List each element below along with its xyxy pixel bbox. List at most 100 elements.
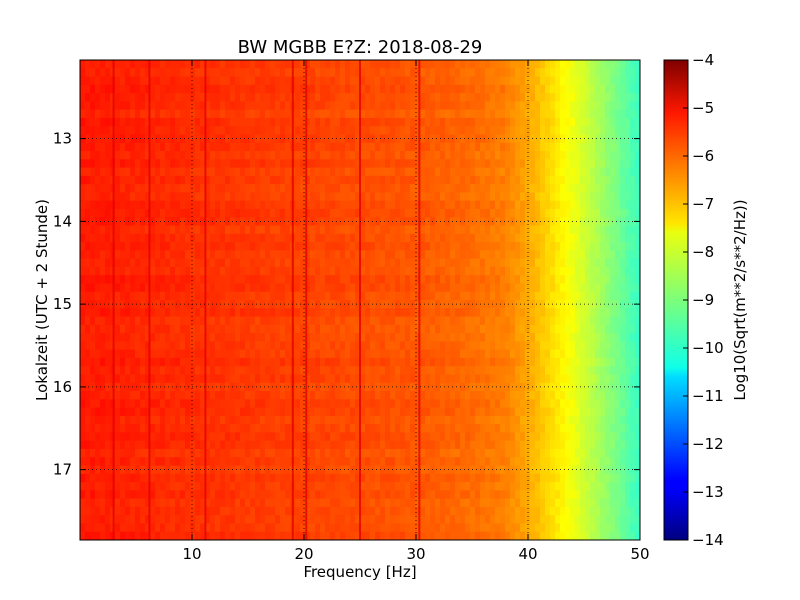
- heatmap-cell: [140, 151, 146, 160]
- heatmap-cell: [210, 250, 216, 260]
- heatmap-cell: [425, 142, 431, 152]
- heatmap-cell: [550, 225, 556, 235]
- heatmap-cell: [260, 68, 266, 77]
- heatmap-cell: [475, 399, 481, 408]
- heatmap-cell: [200, 60, 206, 69]
- heatmap-cell: [155, 233, 161, 243]
- heatmap-cell: [215, 349, 221, 359]
- heatmap-cell: [245, 291, 251, 301]
- heatmap-cell: [485, 382, 491, 392]
- heatmap-cell: [135, 333, 141, 342]
- heatmap-cell: [295, 266, 301, 276]
- heatmap-cell: [235, 101, 241, 111]
- heatmap-cell: [510, 415, 516, 425]
- heatmap-cell: [490, 357, 496, 367]
- heatmap-cell: [275, 374, 281, 384]
- heatmap-cell: [555, 391, 561, 400]
- heatmap-cell: [560, 151, 566, 160]
- heatmap-cell: [265, 76, 271, 86]
- heatmap-cell: [470, 93, 476, 102]
- heatmap-cell: [135, 424, 141, 433]
- heatmap-cell: [415, 250, 421, 260]
- heatmap-cell: [570, 109, 576, 119]
- heatmap-cell: [530, 250, 536, 260]
- heatmap-cell: [235, 192, 241, 202]
- heatmap-cell: [355, 68, 361, 77]
- heatmap-cell: [80, 308, 86, 317]
- heatmap-cell: [125, 300, 131, 309]
- heatmap-cell: [565, 275, 571, 284]
- heatmap-cell: [155, 333, 161, 342]
- heatmap-cell: [140, 175, 146, 185]
- heatmap-cell: [115, 68, 121, 77]
- heatmap-cell: [420, 93, 426, 102]
- heatmap-cell: [395, 76, 401, 86]
- heatmap-cell: [250, 291, 256, 301]
- heatmap-cell: [330, 159, 336, 168]
- heatmap-cell: [175, 217, 181, 226]
- heatmap-cell: [635, 250, 641, 260]
- heatmap-cell: [400, 424, 406, 433]
- heatmap-cell: [220, 217, 226, 226]
- heatmap-cell: [80, 126, 86, 135]
- heatmap-cell: [450, 101, 456, 111]
- heatmap-cell: [285, 192, 291, 202]
- heatmap-cell: [235, 242, 241, 251]
- heatmap-cell: [405, 300, 411, 309]
- heatmap-cell: [625, 233, 631, 243]
- heatmap-cell: [430, 324, 436, 334]
- heatmap-cell: [115, 175, 121, 185]
- heatmap-cell: [295, 192, 301, 202]
- heatmap-cell: [385, 200, 391, 210]
- heatmap-cell: [225, 84, 231, 94]
- heatmap-cell: [475, 407, 481, 417]
- heatmap-cell: [155, 117, 161, 127]
- heatmap-cell: [475, 258, 481, 268]
- heatmap-cell: [440, 324, 446, 334]
- heatmap-cell: [430, 175, 436, 185]
- heatmap-cell: [160, 76, 166, 86]
- heatmap-cell: [480, 341, 486, 351]
- heatmap-cell: [565, 76, 571, 86]
- heatmap-cell: [145, 374, 151, 384]
- heatmap-cell: [120, 159, 126, 168]
- heatmap-cell: [145, 200, 151, 210]
- heatmap-cell: [465, 109, 471, 119]
- heatmap-cell: [610, 233, 616, 243]
- heatmap-cell: [105, 324, 111, 334]
- heatmap-cell: [285, 308, 291, 317]
- heatmap-cell: [605, 283, 611, 293]
- heatmap-cell: [265, 126, 271, 135]
- heatmap-cell: [600, 126, 606, 135]
- heatmap-cell: [500, 175, 506, 185]
- heatmap-cell: [475, 382, 481, 392]
- heatmap-cell: [535, 175, 541, 185]
- heatmap-cell: [235, 333, 241, 342]
- heatmap-cell: [545, 134, 551, 144]
- heatmap-cell: [120, 76, 126, 86]
- heatmap-cell: [445, 316, 451, 326]
- heatmap-cell: [550, 349, 556, 359]
- heatmap-cell: [240, 242, 246, 251]
- heatmap-cell: [440, 159, 446, 168]
- heatmap-cell: [230, 93, 236, 102]
- heatmap-cell: [185, 324, 191, 334]
- heatmap-cell: [610, 159, 616, 168]
- heatmap-cell: [560, 283, 566, 293]
- heatmap-cell: [455, 374, 461, 384]
- heatmap-cell: [145, 76, 151, 86]
- heatmap-cell: [265, 242, 271, 251]
- heatmap-cell: [445, 333, 451, 342]
- heatmap-cell: [600, 407, 606, 417]
- heatmap-cell: [590, 333, 596, 342]
- heatmap-cell: [395, 84, 401, 94]
- heatmap-cell: [170, 159, 176, 168]
- heatmap-cell: [140, 242, 146, 251]
- heatmap-cell: [570, 117, 576, 127]
- heatmap-cell: [250, 76, 256, 86]
- heatmap-cell: [275, 399, 281, 408]
- heatmap-cell: [615, 407, 621, 417]
- heatmap-cell: [500, 415, 506, 425]
- heatmap-cell: [435, 126, 441, 135]
- heatmap-cell: [335, 258, 341, 268]
